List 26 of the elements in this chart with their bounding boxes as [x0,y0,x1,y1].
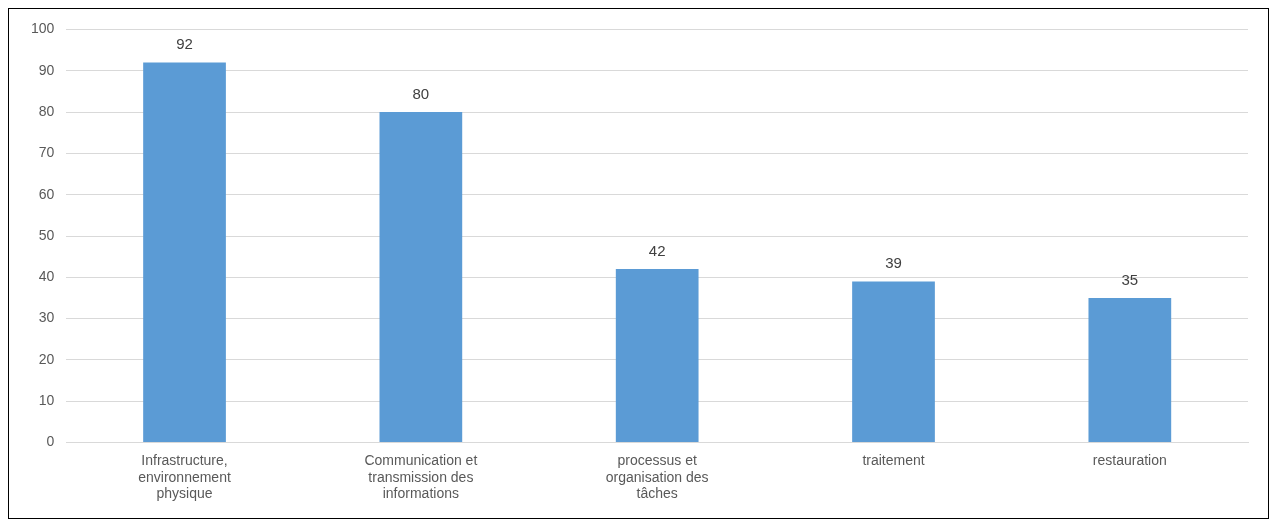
y-tick-label: 10 [38,392,55,409]
bar [143,62,226,443]
x-tick-label: Infrastructure, environnement physique [138,451,231,502]
bar [1088,297,1172,443]
x-tick-label: traitement [862,451,925,468]
y-tick-label: 40 [38,268,55,285]
y-tick-label: 100 [31,20,55,37]
data-label: 39 [885,254,902,272]
y-tick-label: 20 [38,350,55,367]
data-label: 42 [648,241,666,259]
bar [379,112,463,443]
data-label: 35 [1121,270,1139,288]
x-tick-label: processus et organisation des tâches [605,451,709,502]
y-tick-label: 80 [38,102,55,119]
y-tick-label: 0 [46,433,55,450]
y-tick-label: 50 [38,226,55,243]
y-tick-label: 30 [38,309,55,326]
x-tick-label: restauration [1092,451,1167,468]
data-label: 80 [412,84,430,102]
y-tick-label: 90 [38,61,55,78]
y-tick-label: 60 [38,185,55,202]
data-label: 92 [176,35,193,53]
bar [615,269,699,443]
y-tick-label: 70 [38,144,55,161]
bar [852,281,935,443]
x-tick-label: Communication et transmission des informations [364,451,478,502]
